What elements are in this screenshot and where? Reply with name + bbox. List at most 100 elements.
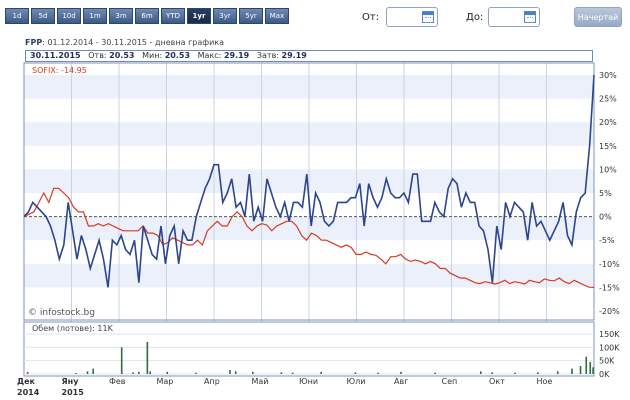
volume-bars (26, 342, 594, 374)
volume-tick-label: 100K (599, 343, 620, 352)
volume-bar (149, 371, 151, 374)
x-tick-label: Ное (537, 377, 553, 386)
period: : 01.12.2014 - 30.11.2015 - дневна графи… (42, 38, 225, 47)
y-tick-label: 0% (599, 213, 612, 222)
symbol: FPP (25, 38, 43, 47)
volume-bar (556, 371, 559, 374)
range-button-1d[interactable]: 1d (5, 8, 29, 24)
range-button-6m[interactable]: 6m (135, 8, 159, 24)
volume-bar (491, 372, 493, 374)
high-value: 29.19 (223, 51, 250, 60)
volume-bar (571, 368, 573, 374)
volume-grid (24, 333, 594, 375)
x-tick-label: Авг (394, 377, 408, 386)
x-year-label: 2014 (17, 388, 40, 397)
volume-bar (166, 371, 169, 374)
to-label: До: (466, 12, 484, 23)
sofix-series-line (23, 187, 595, 288)
y-tick-label: 10% (599, 165, 617, 174)
range-button-3yr[interactable]: 3yr (213, 8, 237, 24)
calendar-icon[interactable] (422, 11, 434, 23)
volume-frame (23, 321, 595, 377)
ohlc-bar: 30.11.2015 Отв: 20.53 Мин: 20.53 Макс: 2… (25, 50, 593, 62)
x-year-label: 2015 (62, 388, 85, 397)
range-button-3m[interactable]: 3m (109, 8, 133, 24)
x-tick-label: Май (252, 377, 269, 386)
x-tick-label: Фев (109, 377, 126, 386)
volume-bar (291, 372, 294, 374)
range-button-1m[interactable]: 1m (83, 8, 107, 24)
from-label: От: (362, 12, 380, 23)
volume-bar (252, 371, 254, 374)
volume-bar (86, 371, 89, 374)
low-value: 20.53 (164, 51, 191, 60)
from-date-field[interactable] (386, 7, 438, 27)
volume-bar (400, 371, 402, 374)
x-tick-label: Мар (157, 377, 174, 386)
x-tick-label: Дек (17, 377, 36, 386)
volume-bar (120, 347, 123, 374)
to-date-field[interactable] (488, 7, 540, 27)
volume-bar (75, 372, 77, 374)
volume-bar (354, 372, 357, 374)
plot-frame (23, 62, 595, 321)
close-label: Затв: (256, 51, 279, 60)
y-tick-label: 25% (599, 95, 617, 104)
volume-bar (579, 366, 582, 374)
volume-bar (26, 371, 29, 374)
volume-bar (320, 371, 322, 374)
y-tick-label: -20% (599, 307, 620, 316)
y-tick-label: 20% (599, 118, 617, 127)
volume-bar (132, 372, 134, 374)
x-tick-label: Юни (299, 377, 318, 386)
y-tick-label: -5% (599, 236, 615, 245)
y-tick-label: 30% (599, 71, 617, 80)
volume-bar (434, 372, 436, 374)
volume-bar (537, 372, 539, 374)
x-axis-labels: Дек Яну Фев Мар Апр Май Юни Юли Авг Сеп Окт Ное 2014… (17, 377, 552, 397)
range-button-5yr[interactable]: 5yr (239, 8, 263, 24)
fpp-series-line (23, 74, 595, 288)
range-button-ytd[interactable]: YTD (161, 8, 185, 24)
volume-bar (480, 371, 482, 374)
range-button-5d[interactable]: 5d (31, 8, 55, 24)
range-button-10d[interactable]: 10d (57, 8, 81, 24)
volume-bar (234, 371, 237, 374)
x-tick-label: Апр (204, 377, 220, 386)
y-tick-label: 5% (599, 189, 612, 198)
volume-bar (229, 370, 231, 374)
volume-bar (280, 372, 283, 374)
x-tick-label: Юли (347, 377, 366, 386)
range-toolbar: 1d 5d 10d 1m 3m 6m YTD 1yr 3yr 5yr Max (5, 8, 289, 25)
volume-bar (589, 362, 592, 374)
volume-bar (592, 367, 594, 374)
volume-tick-label: 0K (599, 370, 610, 379)
calendar-icon[interactable] (524, 11, 536, 23)
range-button-max[interactable]: Max (265, 8, 289, 24)
watermark: © infostock.bg (28, 308, 95, 318)
x-tick-label: Яну (62, 377, 80, 386)
volume-tick-label: 50K (599, 357, 615, 366)
y-tick-label: 15% (599, 142, 617, 151)
close-value: 29.19 (281, 51, 307, 60)
volume-bar (146, 342, 149, 374)
range-button-1yr[interactable]: 1yr (187, 8, 211, 24)
volume-bar (585, 356, 588, 374)
y-tick-label: -15% (599, 283, 620, 292)
draw-button[interactable]: Начертай (574, 7, 622, 27)
volume-label: Обем (лотове): 11K (32, 324, 114, 333)
sofix-legend: SOFIX: -14.95 (32, 66, 87, 75)
high-label: Макс: (197, 51, 222, 60)
volume-bar (195, 372, 197, 374)
volume-axis-ticks: 150K 100K 50K 0K (599, 330, 620, 379)
open-value: 20.53 (109, 51, 135, 60)
volume-bar (92, 368, 94, 374)
volume-tick-label: 150K (599, 330, 620, 339)
x-tick-label: Сеп (442, 377, 458, 386)
open-label: Отв: (88, 51, 107, 60)
volume-bar (377, 372, 379, 374)
ohlc-date: 30.11.2015 (30, 51, 81, 60)
y-axis-ticks: 30% 25% 20% 15% 10% 5% 0% -5% -10% -15% -20% (599, 71, 620, 316)
y-tick-label: -10% (599, 260, 620, 269)
